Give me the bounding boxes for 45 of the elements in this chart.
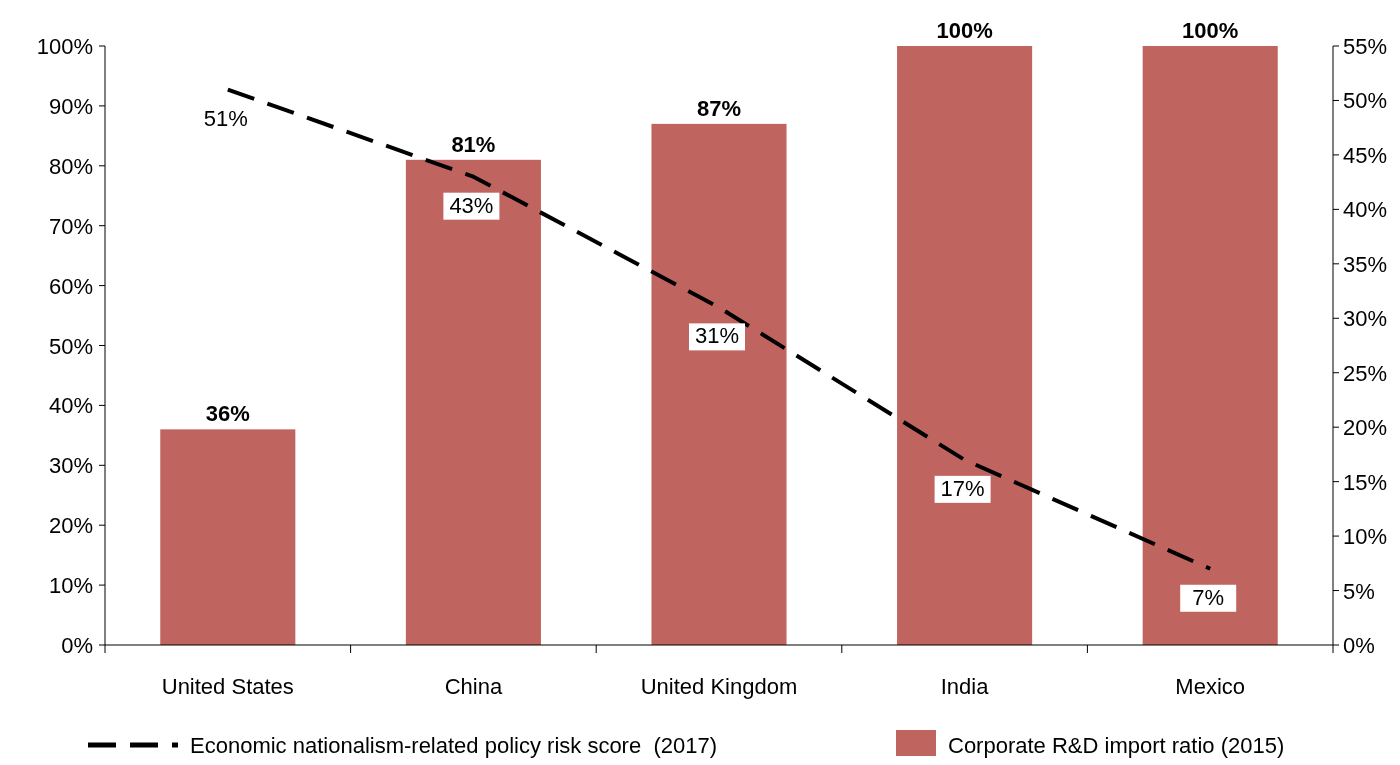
- y2-tick-label: 50%: [1343, 88, 1388, 114]
- legend-label: Economic nationalism-related policy risk score (2017): [190, 733, 717, 758]
- bar: [160, 429, 296, 645]
- y2-tick-label: 25%: [1343, 360, 1388, 386]
- x-tick-label: China: [444, 674, 503, 699]
- y2-tick-label: 0%: [1343, 633, 1375, 658]
- y2-tick-label: 40%: [1343, 197, 1388, 223]
- y-tick-label: 10%: [48, 573, 93, 599]
- y2-tick-label: 20%: [1343, 415, 1388, 441]
- data-label: 7%: [1192, 584, 1225, 610]
- bar: [405, 159, 541, 645]
- y2-tick-label: 5%: [1343, 578, 1375, 604]
- y2-tick-label: 55%: [1343, 34, 1388, 59]
- x-tick-label: United States: [161, 674, 294, 699]
- data-label: 43%: [449, 192, 494, 218]
- x-tick-label: United Kingdom: [640, 674, 798, 699]
- data-label: 100%: [936, 18, 993, 43]
- data-label: 100%: [1182, 18, 1239, 43]
- y-tick-label: 80%: [48, 153, 93, 179]
- y2-tick-label: 35%: [1343, 251, 1388, 277]
- data-label: 31%: [694, 323, 740, 349]
- bar: [1142, 46, 1278, 645]
- y-tick-label: 0%: [61, 633, 93, 658]
- y-tick-label: 30%: [48, 453, 93, 479]
- y2-tick-label: 10%: [1343, 524, 1388, 550]
- data-label: 36%: [205, 401, 250, 427]
- y-tick-label: 70%: [48, 213, 93, 239]
- data-label: 51%: [203, 105, 248, 131]
- y2-tick-label: 15%: [1343, 469, 1388, 495]
- y-tick-label: 90%: [48, 93, 93, 119]
- data-label: 81%: [451, 131, 496, 157]
- y-tick-label: 60%: [48, 273, 93, 299]
- y-tick-label: 100%: [36, 34, 93, 59]
- bar: [897, 46, 1033, 645]
- y-tick-label: 40%: [48, 393, 93, 419]
- data-label: 87%: [696, 95, 742, 121]
- y2-tick-label: 30%: [1343, 306, 1388, 332]
- data-label: 17%: [940, 475, 985, 501]
- y2-tick-label: 45%: [1343, 142, 1388, 168]
- legend-label: Corporate R&D import ratio (2015): [948, 733, 1285, 758]
- x-tick-label: Mexico: [1175, 674, 1246, 699]
- bar: [651, 123, 787, 645]
- y-tick-label: 50%: [48, 333, 93, 359]
- x-tick-label: India: [940, 674, 990, 699]
- y-tick-label: 20%: [48, 513, 93, 539]
